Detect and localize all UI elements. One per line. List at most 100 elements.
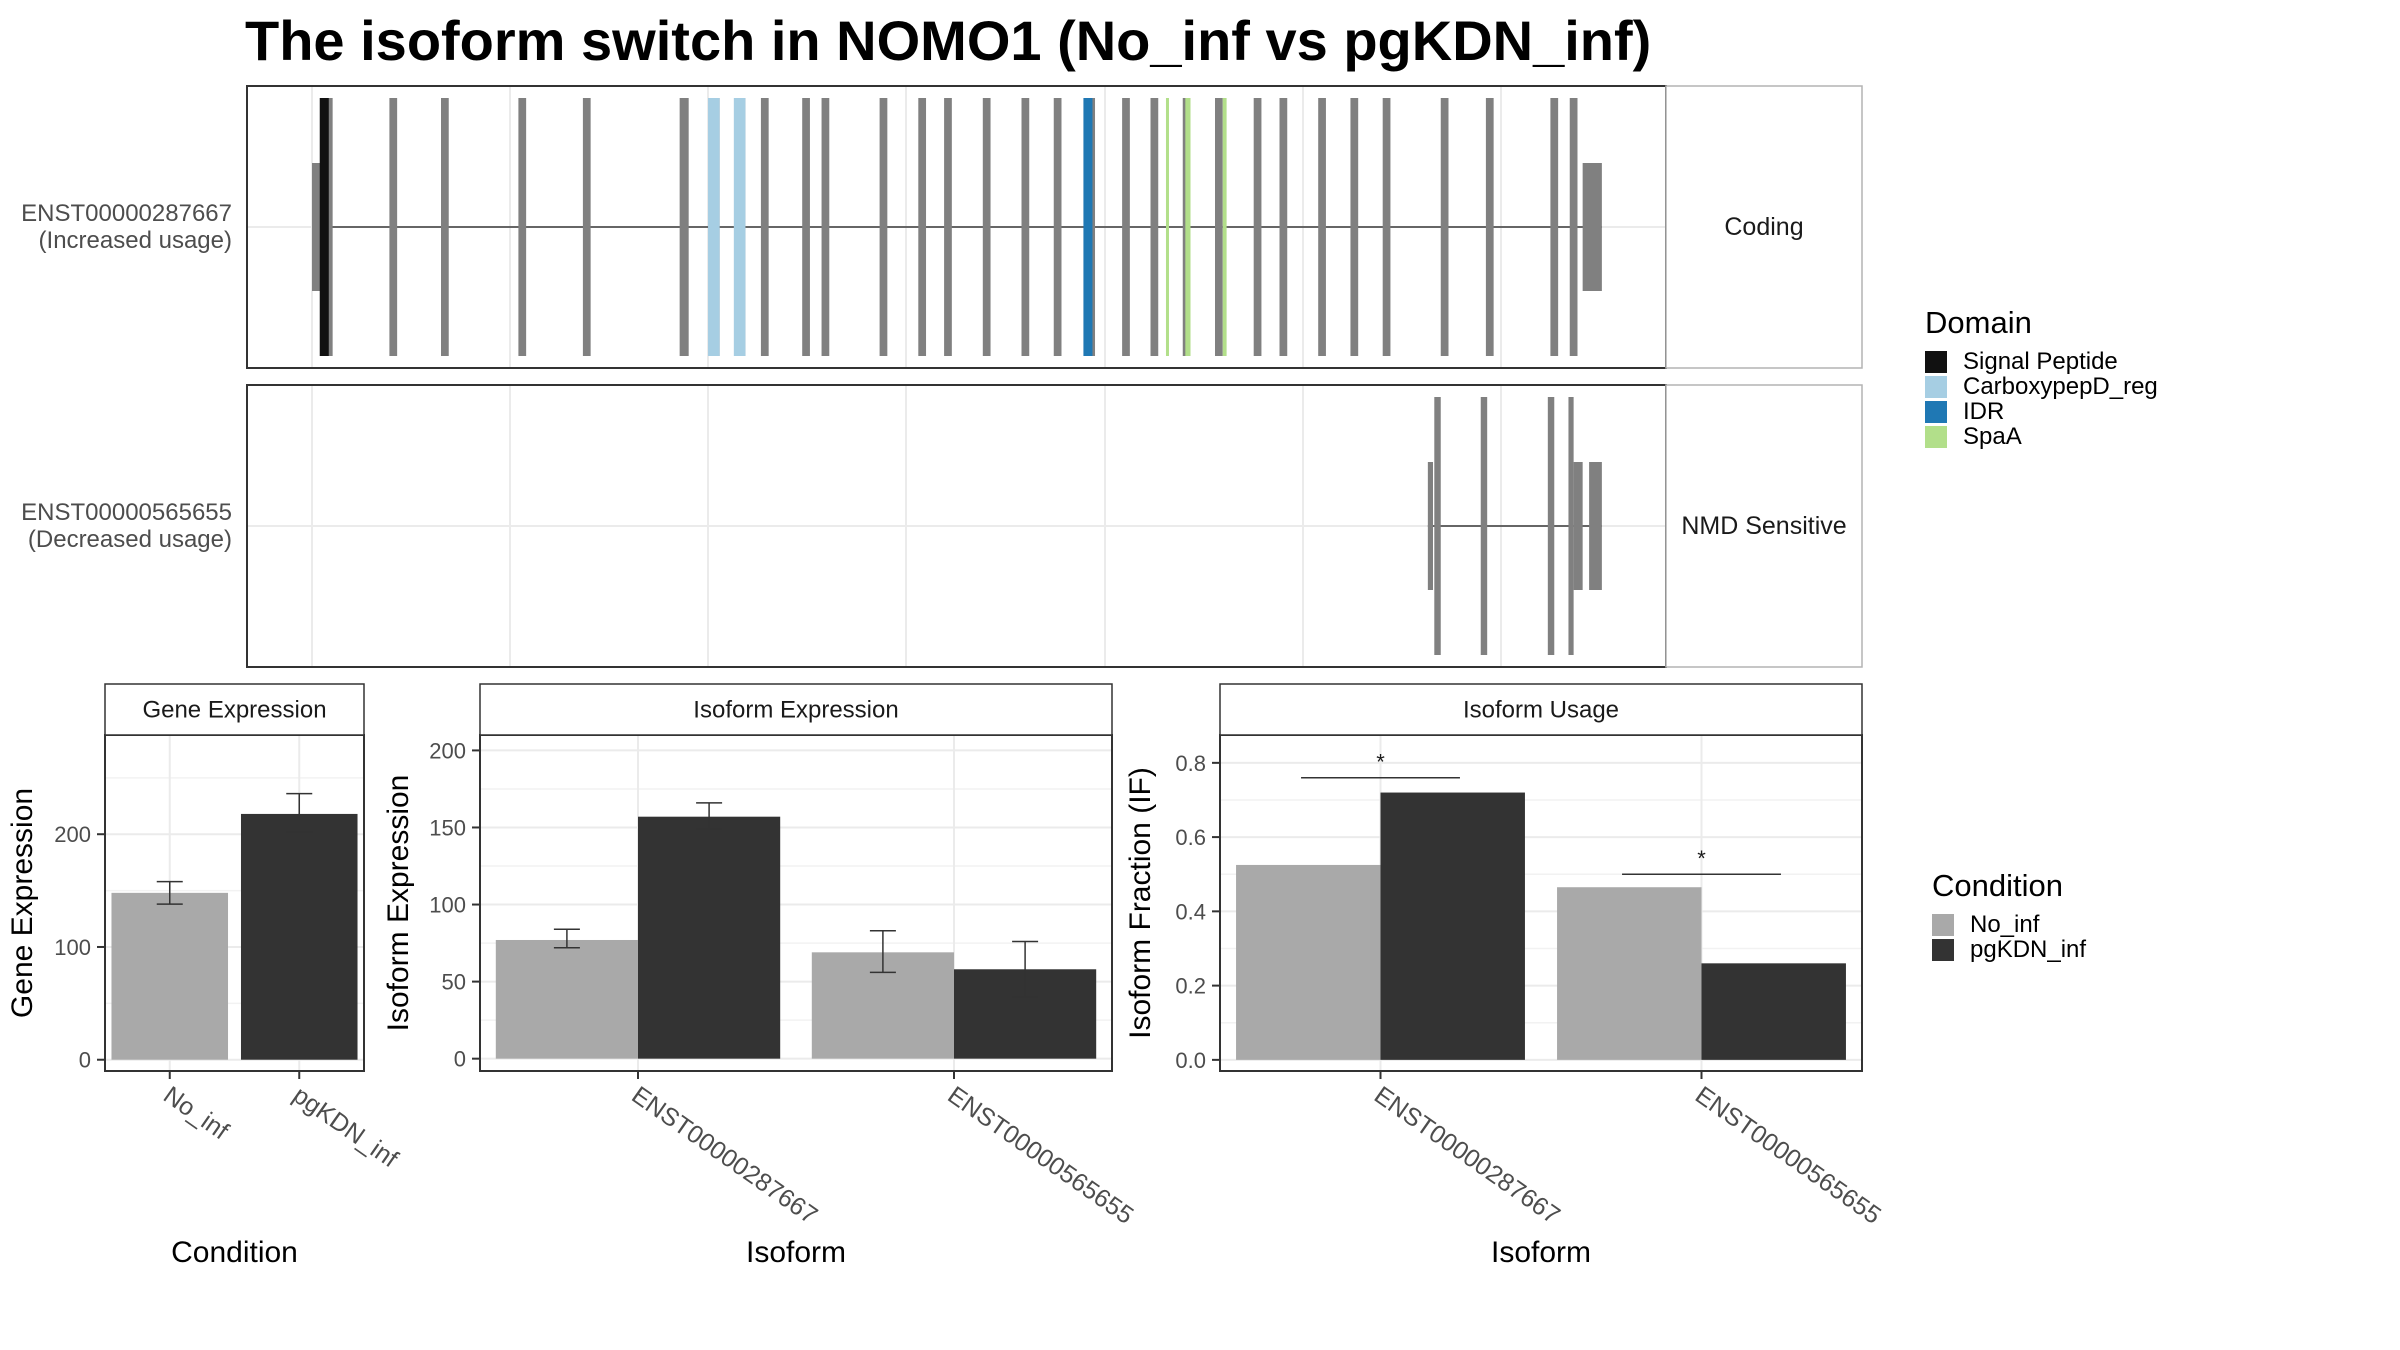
domain-band-spaa [1185,98,1191,356]
y-tick-label: 50 [442,970,466,995]
legend-item-signal-peptide: Signal Peptide [1925,347,2158,375]
transcript-usage-enst00000287667: (Increased usage) [39,227,232,254]
exon [1382,98,1391,356]
exon [1350,98,1359,356]
exon [389,98,398,356]
y-axis-title: Gene Expression [6,788,39,1018]
exon [1053,98,1062,356]
legend-item-idr: IDR [1925,398,2158,425]
exon [944,98,952,356]
transcript-label-enst00000287667: ENST00000287667 [21,200,232,227]
exon [1150,98,1159,356]
bar-pgkdn-inf-enst00000287667 [1380,792,1525,1060]
bar-no-inf-enst00000565655 [1557,887,1702,1060]
facet-strip [1665,85,1863,369]
exon [1253,98,1262,356]
legend-label-spaa: SpaA [1963,422,2022,450]
legend-item-pgkdn-inf: pgKDN_inf [1932,935,2087,963]
exon [1434,397,1441,655]
exon [1480,397,1488,655]
y-tick-label: 0.8 [1175,751,1206,776]
condition-legend-title: Condition [1932,868,2063,903]
facet-strip [1665,384,1863,668]
transcript-label-enst00000565655: ENST00000565655 [21,499,232,526]
legend-item-no-inf: No_inf [1932,910,2086,938]
exon [1318,98,1326,356]
exon [1573,462,1583,590]
domain-band-spaa [1165,98,1169,356]
bar-no-inf-enst00000287667 [495,939,638,1059]
domain-band-idr [1083,98,1093,356]
x-tick-label-enst00000565655: ENST00000565655 [943,1081,1139,1230]
exon [1215,98,1223,356]
legend-item-carboxypepd-reg: CarboxypepD_reg [1925,372,2158,400]
exon [918,98,927,356]
chart-isoform-usage [1212,683,1863,1079]
exon [1547,397,1555,655]
legend-key-idr [1925,400,1947,423]
transcript-panel-enst00000287667 [246,85,1863,369]
y-tick-label: 100 [429,893,466,918]
y-tick-label: 150 [429,815,466,840]
facet-label-nmd-sensitive: NMD Sensitive [1681,512,1846,540]
legend-label-signal-peptide: Signal Peptide [1963,347,2118,375]
x-tick-label-enst00000565655: ENST00000565655 [1690,1081,1886,1230]
y-tick-label: 0.2 [1175,974,1206,999]
exon [679,98,689,356]
chart-isoform-expression [472,683,1113,1079]
x-tick-label-enst00000287667: ENST00000287667 [627,1081,823,1230]
domain-legend: Domain Signal Peptide CarboxypepD_reg ID… [1925,305,2158,450]
y-tick-label: 200 [429,738,466,763]
chart-strip-title: Isoform Expression [693,697,898,724]
bar-no-inf [111,892,229,1060]
exon [1568,397,1574,655]
x-tick-label-enst00000287667: ENST00000287667 [1369,1081,1565,1230]
transcript-usage-enst00000565655: (Decreased usage) [28,526,232,553]
exon [1550,98,1559,356]
chart-title: The isoform switch in NOMO1 (No_inf vs p… [245,9,1652,72]
y-tick-label: 0 [79,1048,91,1073]
exon [582,98,591,356]
exon [518,98,527,356]
x-axis-title: Condition [171,1236,298,1269]
x-axis-title: Isoform [1491,1236,1591,1269]
exon [802,98,810,356]
domain-band-carboxypepd-reg [733,98,746,356]
domain-band-signal-peptide [319,98,329,356]
domain-band-spaa [1222,98,1227,356]
legend-key-signal-peptide [1925,350,1947,373]
significance-star: * [1376,750,1385,775]
exon [982,98,991,356]
exon [1122,98,1130,356]
exon [312,163,324,291]
exon [1569,98,1578,356]
x-axis-title: Isoform [746,1236,846,1269]
exon [1279,98,1288,356]
y-tick-label: 200 [54,822,91,847]
y-tick-label: 100 [54,935,91,960]
chart-strip-title: Gene Expression [142,697,326,724]
exon [760,98,769,356]
legend-label-carboxypepd-reg: CarboxypepD_reg [1963,372,2158,400]
exon [879,98,888,356]
exon [821,98,830,356]
legend-label-no-inf: No_inf [1970,910,2040,938]
bar-pgkdn-inf-enst00000565655 [1701,963,1846,1060]
domain-legend-title: Domain [1925,305,2032,340]
condition-legend: Condition No_inf pgKDN_inf [1932,868,2087,963]
chart-gene-expression [97,683,365,1079]
bar-pgkdn-inf [240,813,358,1060]
bar-no-inf-enst00000287667 [1236,864,1381,1060]
chart-strip [1219,683,1863,736]
exon [1582,163,1602,291]
facet-label-coding: Coding [1724,213,1803,241]
x-tick-label-pgkdn-inf: pgKDN_inf [288,1081,403,1173]
exon [1440,98,1449,356]
legend-label-pgkdn-inf: pgKDN_inf [1970,935,2087,963]
legend-key-carboxypepd-reg [1925,375,1947,398]
exon [1485,98,1494,356]
y-axis-title: Isoform Fraction (IF) [1124,767,1157,1039]
y-tick-label: 0.6 [1175,825,1206,850]
exon [1021,98,1030,356]
